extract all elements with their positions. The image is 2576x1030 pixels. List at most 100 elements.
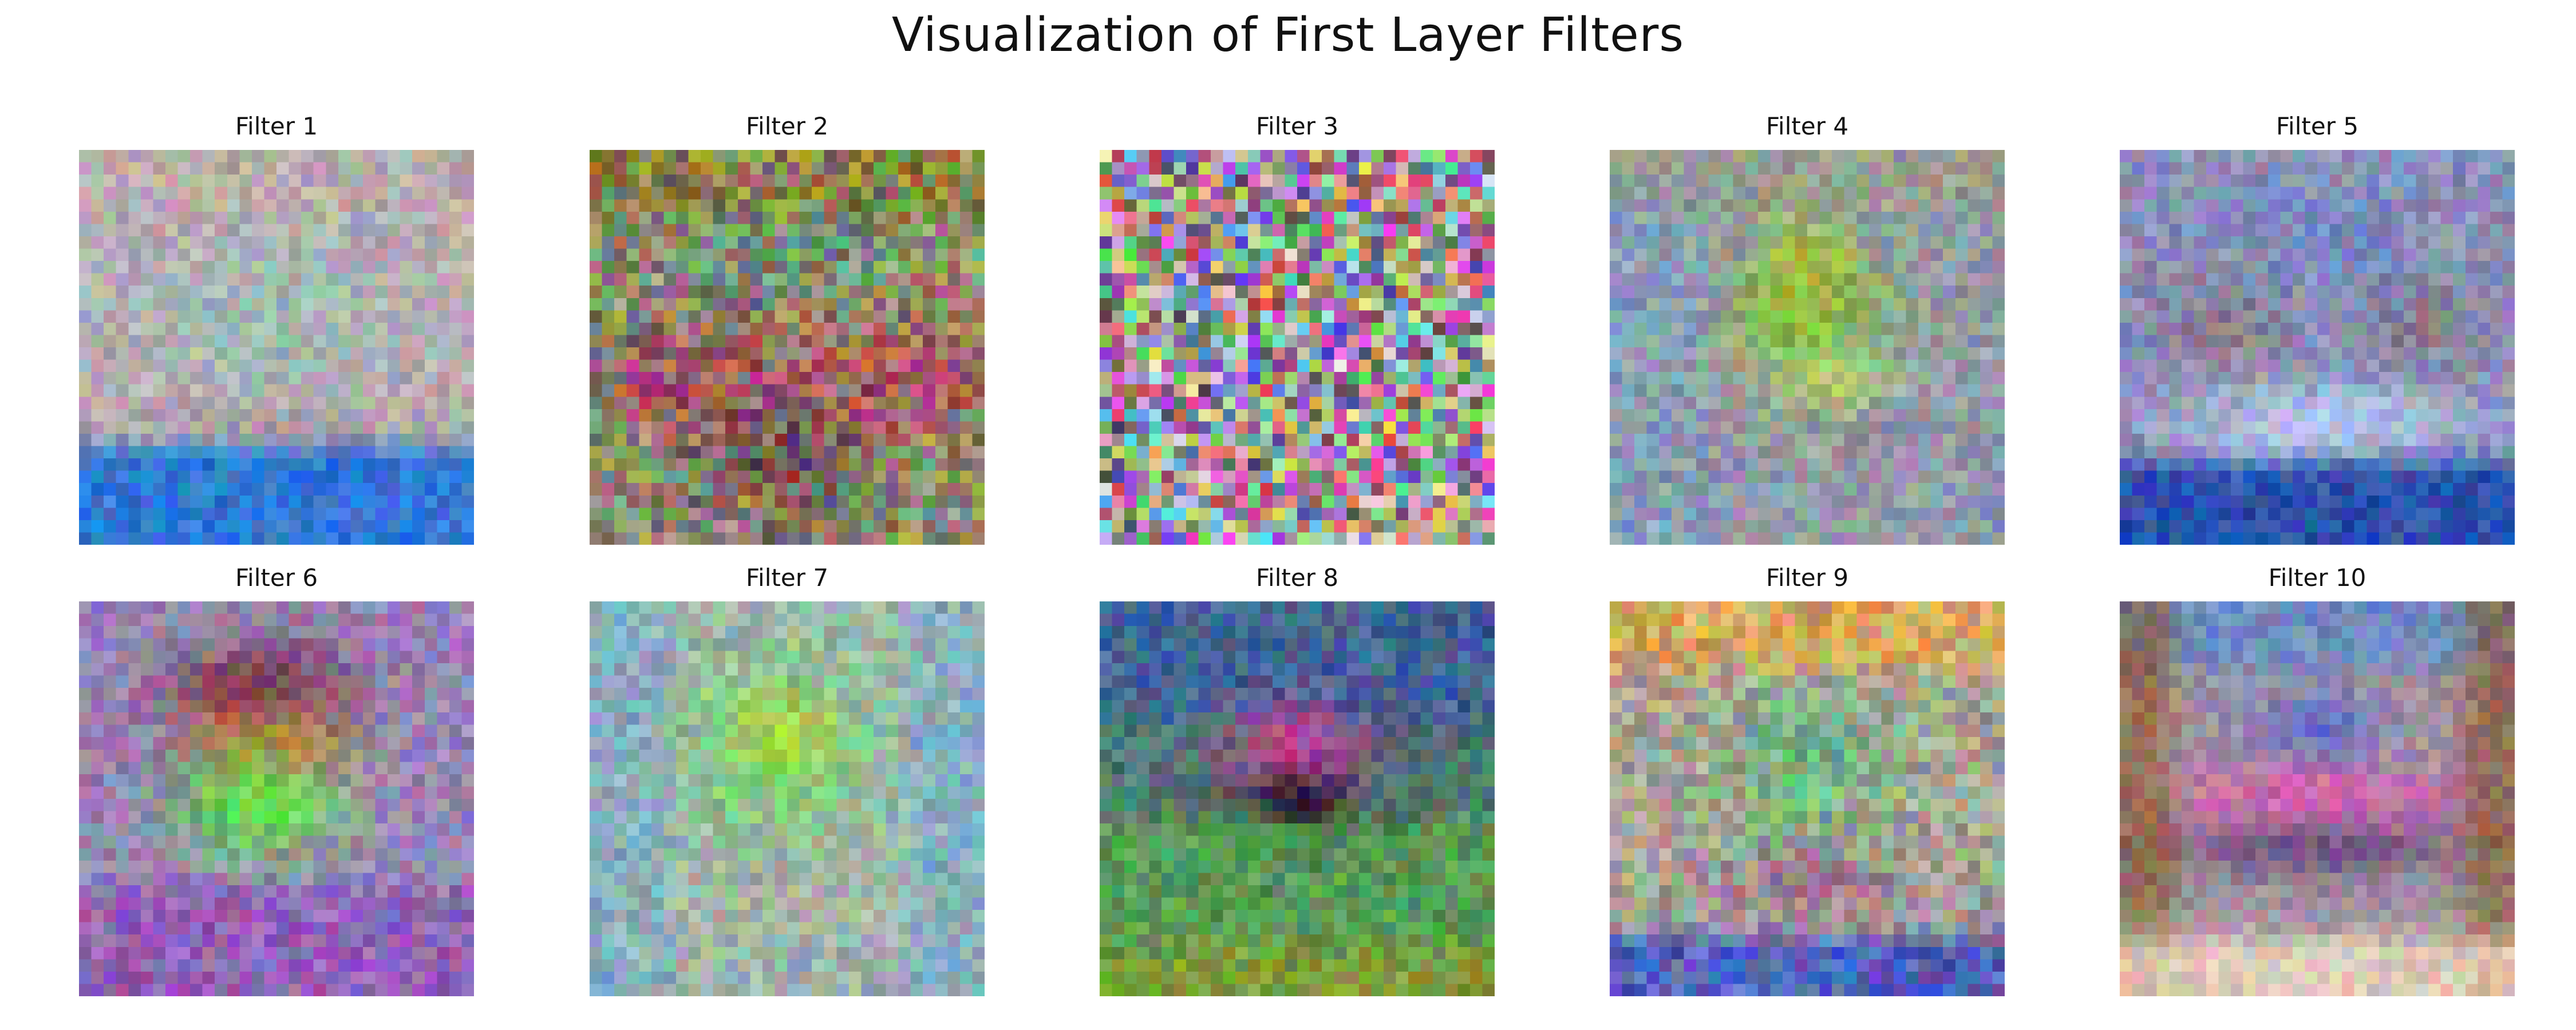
heatmap-cell [1124,150,1137,163]
heatmap-cell [2305,224,2318,237]
heatmap-cell [1136,322,1149,335]
heatmap-cell [215,335,228,348]
heatmap-cell [1782,175,1795,188]
heatmap-cell [2478,150,2491,163]
heatmap-cell [959,248,973,262]
heatmap-cell [923,248,936,262]
heatmap-cell [1733,384,1746,397]
heatmap-cell [626,495,639,508]
heatmap-cell [1708,286,1721,299]
heatmap-cell [215,236,228,249]
heatmap-cell [165,150,178,163]
heatmap-cell [388,446,401,459]
heatmap-cell [91,322,104,335]
heatmap-cell [1757,520,1771,533]
heatmap-cell [1420,248,1433,262]
heatmap-cell [1334,199,1347,212]
heatmap-cell [1918,335,1931,348]
heatmap-cell [1322,532,1335,545]
heatmap-cell [190,286,203,299]
heatmap-cell [437,248,450,262]
heatmap-cell [651,520,664,533]
heatmap-cell [1881,322,1894,335]
heatmap-cell [2231,248,2244,262]
heatmap-cell [104,175,117,188]
heatmap-cell [602,532,615,545]
heatmap-cell [639,446,652,459]
heatmap-cell [2440,335,2453,348]
heatmap-cell [424,458,437,472]
heatmap-cell [663,322,677,335]
heatmap-cell [1358,248,1372,262]
heatmap-cell [1297,409,1310,422]
heatmap-cell [1124,532,1137,545]
heatmap-cell [651,224,664,237]
heatmap-cell [1930,322,1943,335]
heatmap-cell [787,359,800,373]
heatmap-cell [388,520,401,533]
heatmap-cell [701,397,714,410]
heatmap-cell [1807,248,1820,262]
heatmap-cell [762,495,775,508]
heatmap-cell [313,520,326,533]
heatmap-cell [1757,236,1771,249]
heatmap-cell [1285,458,1298,472]
heatmap-cell [2317,298,2330,311]
heatmap-cell [1980,286,1993,299]
heatmap-cell [861,397,874,410]
heatmap-cell [1807,322,1820,335]
heatmap-cell [812,495,825,508]
heatmap-cell [762,359,775,373]
heatmap-cell [1795,187,1808,200]
heatmap-cell [787,409,800,422]
heatmap-cell [1161,347,1174,360]
heatmap-cell [1482,520,1495,533]
heatmap-cell [1844,384,1857,397]
heatmap-cell [1149,224,1162,237]
heatmap-cell [264,532,277,545]
heatmap-cell [1457,384,1471,397]
heatmap-cell [614,248,627,262]
heatmap-cell [400,150,413,163]
heatmap-cell [2440,458,2453,472]
heatmap-cell [688,236,701,249]
heatmap-cell [1844,359,1857,373]
heatmap-cell [762,248,775,262]
heatmap-cell [750,446,763,459]
heatmap-cell [861,310,874,323]
heatmap-cell [227,372,240,385]
heatmap-cell [590,446,602,459]
heatmap-cell [886,273,899,286]
heatmap-cell [1696,470,1709,484]
heatmap-cell [935,520,948,533]
heatmap-cell [725,384,738,397]
heatmap-cell [1980,236,1993,249]
heatmap-cell [2120,421,2132,434]
heatmap-cell [128,384,141,397]
heatmap-cell [388,359,401,373]
heatmap-cell [1733,150,1746,163]
heatmap-cell [2120,409,2132,422]
heatmap-cell [1708,359,1721,373]
heatmap-cell [289,261,302,274]
heatmap-cell [861,384,874,397]
heatmap-cell [639,433,652,446]
heatmap-cell [1943,359,1956,373]
heatmap-cell [639,347,652,360]
heatmap-cell [787,372,800,385]
heatmap-cell [1856,495,1870,508]
heatmap-cell [2416,211,2429,224]
heatmap-cell [1235,397,1249,410]
heatmap-cell [2120,261,2132,274]
heatmap-cell [461,495,474,508]
heatmap-cell [2329,483,2342,496]
heatmap-cell [412,508,425,521]
heatmap-cell [2169,310,2182,323]
heatmap-cell [602,298,615,311]
heatmap-cell [1334,150,1347,163]
heatmap-cell [1992,470,2005,484]
heatmap-cell [1610,211,1622,224]
heatmap-cell [1482,335,1495,348]
heatmap-cell [1433,175,1446,188]
heatmap-cell [2490,286,2503,299]
